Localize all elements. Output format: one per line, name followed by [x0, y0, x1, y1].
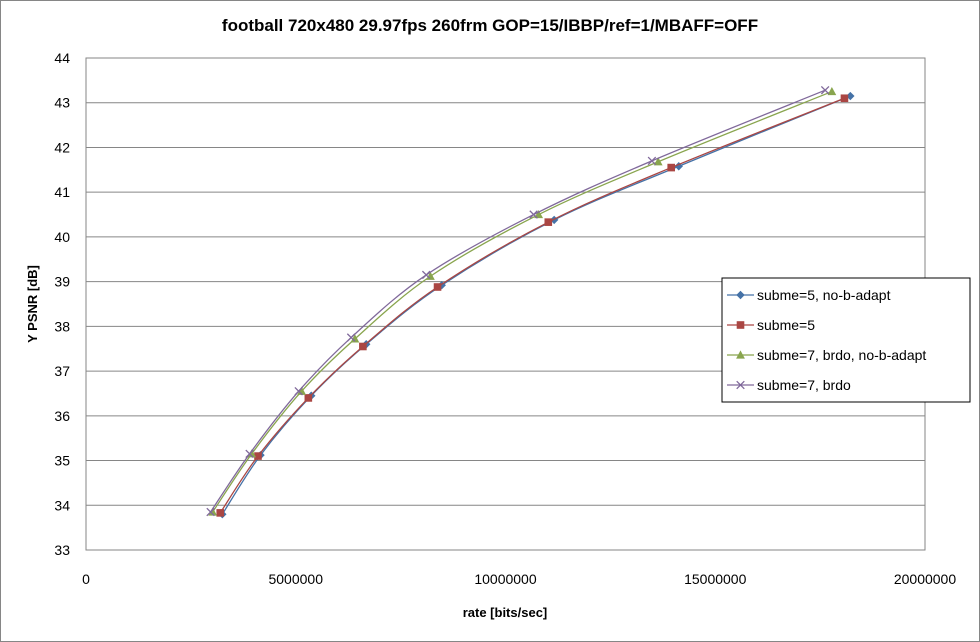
data-point	[653, 157, 663, 166]
data-point	[350, 334, 360, 343]
legend: subme=5, no-b-adapt subme=5 subme=7, brdo,…	[721, 277, 971, 403]
data-point	[294, 386, 303, 396]
y-tick-label: 36	[54, 408, 70, 424]
data-point	[247, 449, 257, 458]
x-marker-stroke	[421, 270, 431, 280]
data-point	[359, 342, 367, 351]
x-tick-label: 15000000	[684, 571, 747, 587]
x-marker-stroke	[736, 380, 745, 390]
data-point	[827, 86, 837, 96]
chart-title: football 720x480 29.97fps 260frm GOP=15/…	[222, 16, 758, 35]
legend-label: subme=7, brdo	[757, 377, 851, 393]
data-point	[840, 94, 849, 103]
data-point	[846, 91, 855, 101]
x-marker-stroke	[206, 507, 215, 517]
x-marker-stroke	[647, 156, 657, 166]
data-point	[674, 162, 683, 171]
x-axis-title: rate [bits/sec]	[463, 605, 548, 620]
legend-label: subme=5, no-b-adapt	[757, 287, 891, 303]
y-tick-label: 43	[54, 95, 70, 111]
data-point	[245, 449, 254, 459]
y-tick-label: 39	[54, 274, 70, 290]
data-point	[529, 210, 538, 219]
x-tick-label: 20000000	[894, 571, 957, 587]
data-point	[433, 283, 442, 291]
data-point	[208, 507, 218, 516]
data-point	[346, 333, 356, 342]
data-point	[544, 218, 553, 226]
legend-item: subme=5, no-b-adapt	[727, 287, 891, 303]
data-point	[647, 156, 657, 166]
legend-item: subme=7, brdo, no-b-adapt	[727, 347, 926, 363]
y-tick-label: 41	[54, 184, 70, 200]
y-tick-label: 35	[54, 453, 70, 469]
legend-label: subme=7, brdo, no-b-adapt	[757, 347, 926, 363]
y-axis-tick-labels: 33 34 35 36 37 38 39 40 41 42 43 44	[54, 50, 70, 558]
series-4	[206, 85, 830, 517]
data-point	[820, 85, 830, 95]
y-tick-label: 33	[54, 542, 70, 558]
y-tick-label: 44	[54, 50, 70, 66]
data-point	[534, 209, 544, 219]
y-tick-label: 40	[54, 229, 70, 245]
series-2	[216, 94, 849, 517]
x-tick-label: 0	[82, 571, 90, 587]
x-tick-label: 10000000	[474, 571, 537, 587]
x-axis-tick-labels: 0 5000000 10000000 15000000 20000000	[82, 571, 956, 587]
y-axis-title: Y PSNR [dB]	[25, 265, 40, 343]
legend-box	[721, 277, 971, 403]
x-marker-stroke	[346, 333, 356, 342]
x-marker-stroke	[529, 210, 538, 219]
data-point	[667, 163, 676, 172]
x-tick-label: 5000000	[268, 571, 323, 587]
data-point	[216, 509, 225, 517]
data-point	[254, 452, 262, 460]
legend-label: subme=5	[757, 317, 815, 333]
legend-marker	[736, 290, 745, 300]
data-point	[421, 270, 431, 280]
y-tick-label: 38	[54, 318, 70, 334]
y-tick-label: 34	[54, 497, 70, 513]
data-point	[304, 394, 313, 402]
x-marker-stroke	[820, 85, 830, 95]
y-tick-label: 37	[54, 363, 70, 379]
y-tick-label: 42	[54, 139, 70, 155]
legend-item: subme=5	[727, 317, 815, 333]
data-point	[206, 507, 215, 517]
legend-marker	[736, 350, 745, 359]
x-marker-stroke	[245, 449, 254, 459]
x-marker-stroke	[294, 386, 303, 396]
legend-marker	[736, 321, 745, 329]
legend-marker	[736, 380, 745, 390]
series-layer	[206, 85, 855, 519]
legend-item: subme=7, brdo	[727, 377, 851, 393]
